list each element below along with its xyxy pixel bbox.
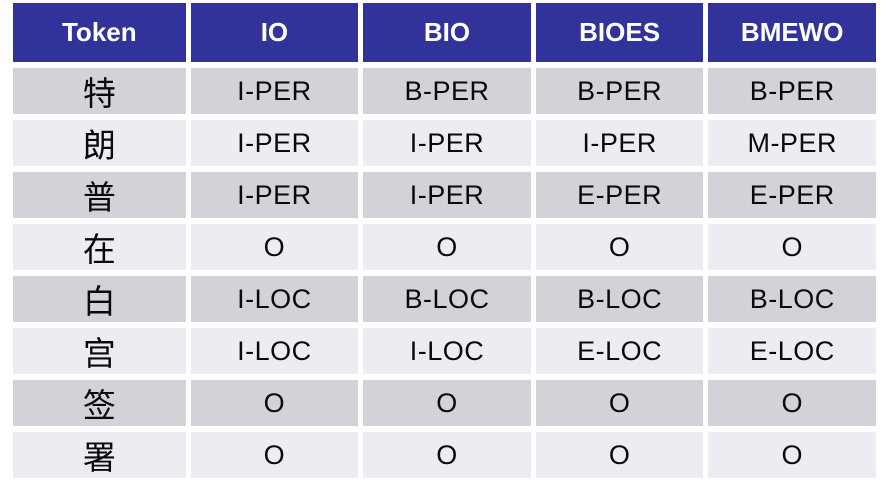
tag-cell: I-PER (190, 120, 359, 166)
tag-cell: I-LOC (190, 328, 359, 374)
token-cell: 特 (13, 68, 186, 114)
tag-cell: O (190, 224, 359, 270)
table-row: 特 I-PER B-PER B-PER B-PER (13, 68, 876, 114)
header-cell-token: Token (13, 3, 186, 62)
header-cell-bio: BIO (363, 3, 531, 62)
table-row: 普 I-PER I-PER E-PER E-PER (13, 172, 876, 218)
tag-cell: M-PER (708, 120, 876, 166)
tag-cell: I-LOC (190, 276, 359, 322)
tag-cell: B-PER (708, 68, 876, 114)
tag-cell: E-PER (535, 172, 704, 218)
tag-cell: E-LOC (708, 328, 876, 374)
tag-cell: O (535, 380, 704, 426)
table-row: 宫 I-LOC I-LOC E-LOC E-LOC (13, 328, 876, 374)
header-cell-bioes: BIOES (535, 3, 704, 62)
tag-cell: I-LOC (363, 328, 531, 374)
tag-cell: B-LOC (363, 276, 531, 322)
tag-cell: O (190, 380, 359, 426)
token-cell: 普 (13, 172, 186, 218)
token-cell: 朗 (13, 120, 186, 166)
tag-cell: O (708, 380, 876, 426)
tag-cell: I-PER (190, 68, 359, 114)
tag-cell: B-PER (363, 68, 531, 114)
tag-cell: I-PER (363, 120, 531, 166)
token-cell: 白 (13, 276, 186, 322)
tag-cell: B-PER (535, 68, 704, 114)
tag-cell: O (535, 432, 704, 478)
tag-cell: I-PER (535, 120, 704, 166)
ner-tagging-table: Token IO BIO BIOES BMEWO 特 I-PER B-PER B-PER B-PE… (13, 3, 876, 478)
token-cell: 宫 (13, 328, 186, 374)
table-row: 白 I-LOC B-LOC B-LOC B-LOC (13, 276, 876, 322)
tag-cell: B-LOC (708, 276, 876, 322)
token-cell: 签 (13, 380, 186, 426)
tag-cell: O (363, 432, 531, 478)
tag-cell: O (708, 224, 876, 270)
header-cell-bmewo: BMEWO (708, 3, 876, 62)
header-cell-io: IO (190, 3, 359, 62)
tag-cell: O (190, 432, 359, 478)
tag-cell: E-LOC (535, 328, 704, 374)
tag-cell: I-PER (190, 172, 359, 218)
header-row: Token IO BIO BIOES BMEWO (13, 3, 876, 62)
tag-cell: B-LOC (535, 276, 704, 322)
table-row: 朗 I-PER I-PER I-PER M-PER (13, 120, 876, 166)
tag-cell: O (708, 432, 876, 478)
token-cell: 在 (13, 224, 186, 270)
tag-cell: I-PER (363, 172, 531, 218)
tag-cell: E-PER (708, 172, 876, 218)
token-cell: 署 (13, 432, 186, 478)
tag-cell: O (363, 380, 531, 426)
tag-cell: O (363, 224, 531, 270)
tag-cell: O (535, 224, 704, 270)
